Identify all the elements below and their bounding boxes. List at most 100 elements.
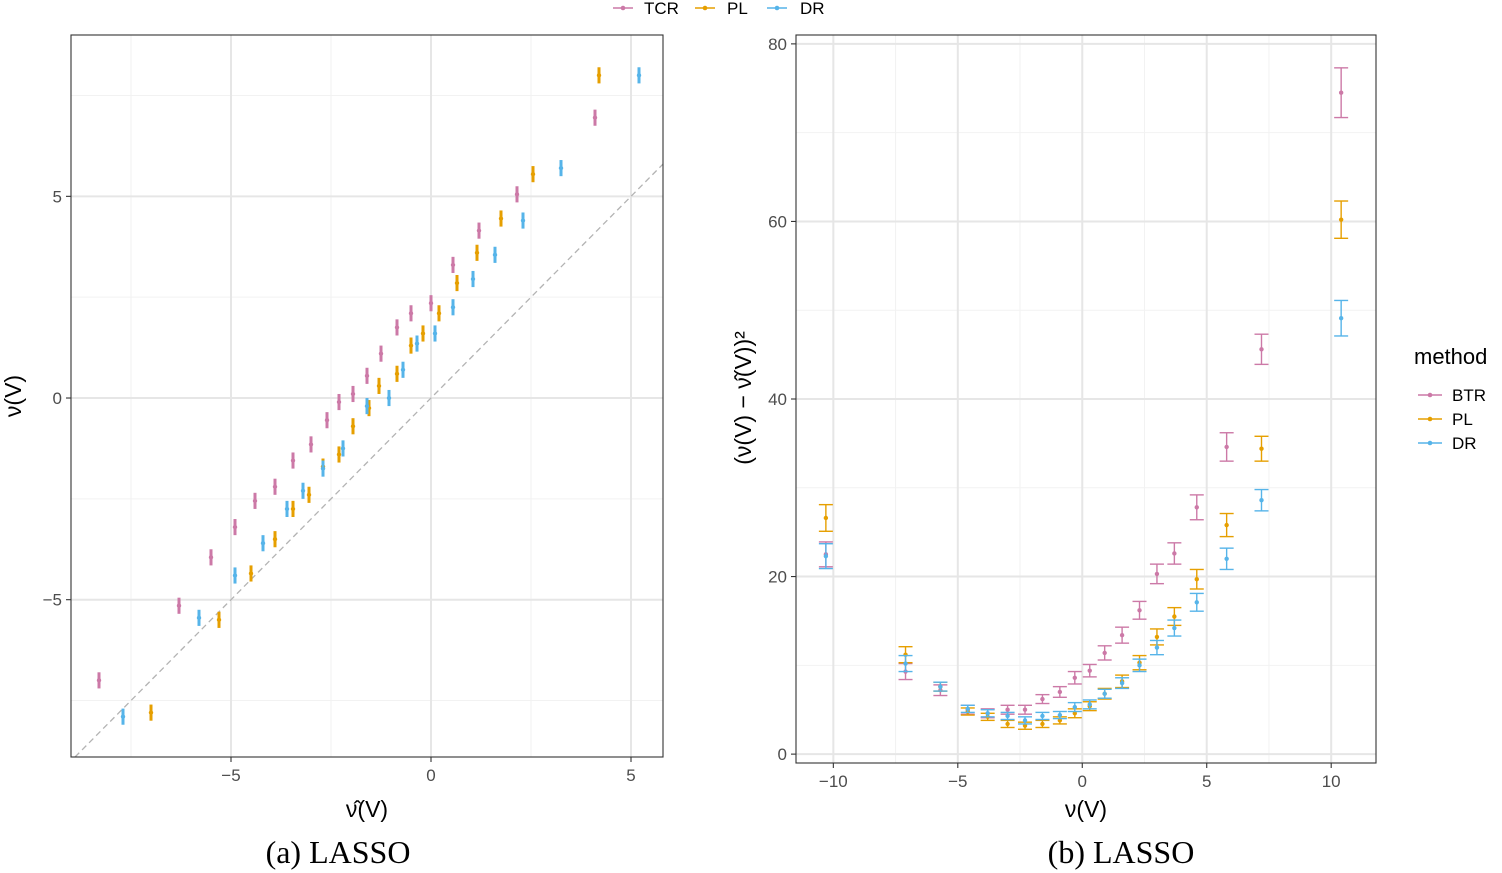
dr-point-dot xyxy=(1224,556,1229,562)
legend-label-tcr: TCR xyxy=(644,0,679,18)
panel-b-y-tick-label: 60 xyxy=(768,212,787,231)
panel-b-x-tick-label: 5 xyxy=(1202,772,1211,791)
pl-point xyxy=(596,67,602,84)
method-legend-title: method xyxy=(1414,344,1487,369)
tcr-point-dot xyxy=(272,484,278,489)
dr-point xyxy=(636,67,642,84)
legend-label-btr: BTR xyxy=(1452,386,1486,405)
panel-b-ticks: −10 −5 0 5 10 0 20 40 60 80 xyxy=(768,35,1341,791)
dr-point-dot xyxy=(1005,713,1010,719)
legend-key-pl-dot xyxy=(702,5,708,11)
dr-point xyxy=(260,535,266,552)
dr-point-dot xyxy=(414,341,420,346)
tcr-point xyxy=(476,222,482,239)
pl-point xyxy=(248,565,254,582)
top-legend-item-dr: DR xyxy=(767,0,825,18)
dr-point-dot xyxy=(1154,645,1160,650)
dr-point xyxy=(1067,701,1082,713)
panel-a-caption: (a) LASSO xyxy=(266,834,411,870)
pl-point-dot xyxy=(148,710,154,715)
pl-point-dot xyxy=(350,424,356,429)
panel-a-gridlines xyxy=(71,35,663,757)
dr-point xyxy=(232,567,238,584)
dr-point-dot xyxy=(1194,600,1199,605)
dr-point xyxy=(1219,547,1234,571)
tcr-point xyxy=(308,436,314,453)
pl-point xyxy=(290,500,296,518)
dr-point xyxy=(960,704,975,714)
method-legend: method BTR PL DR xyxy=(1414,344,1487,453)
pl-point-dot xyxy=(436,311,442,316)
pl-point xyxy=(1189,568,1204,590)
pl-point xyxy=(1000,719,1015,729)
dr-point xyxy=(120,708,126,725)
dr-point-dot xyxy=(965,706,970,712)
dr-point xyxy=(1149,639,1164,656)
pl-point xyxy=(350,418,356,435)
btr-point xyxy=(1132,600,1147,620)
dr-point-dot xyxy=(1022,718,1028,723)
btr-point-dot xyxy=(1022,707,1028,712)
tcr-point-dot xyxy=(208,555,214,560)
btr-point-dot xyxy=(1005,707,1010,712)
dr-point-dot xyxy=(432,331,438,336)
dr-point-dot xyxy=(120,714,126,719)
dr-point xyxy=(414,335,420,352)
tcr-point xyxy=(272,478,278,495)
dr-point xyxy=(1334,299,1349,337)
pl-point xyxy=(1334,200,1349,240)
dr-point xyxy=(818,543,833,570)
btr-point xyxy=(1097,645,1112,661)
pl-point-dot xyxy=(216,617,222,623)
dr-point xyxy=(386,389,392,407)
dr-point-dot xyxy=(1137,663,1142,668)
panel-a-background xyxy=(71,35,663,757)
tcr-point-dot xyxy=(308,442,314,447)
dr-point-dot xyxy=(520,218,526,223)
dr-point xyxy=(300,482,306,499)
dr-point-dot xyxy=(196,615,202,621)
pl-point xyxy=(148,704,154,721)
dr-point-dot xyxy=(1072,704,1077,710)
btr-point xyxy=(1082,663,1097,678)
dr-point-dot xyxy=(284,506,290,512)
btr-point-dot xyxy=(1259,347,1264,352)
dr-point xyxy=(980,709,995,718)
pl-point-dot xyxy=(1154,634,1160,640)
dr-point xyxy=(1254,488,1269,512)
tcr-point xyxy=(364,367,370,384)
pl-point-dot xyxy=(1172,614,1177,619)
panel-b-x-tick-label: −5 xyxy=(948,772,967,791)
dr-point-dot xyxy=(1057,712,1063,718)
pl-point-dot xyxy=(454,280,460,286)
btr-point xyxy=(1167,542,1182,565)
tcr-point-dot xyxy=(408,311,414,316)
dr-point-dot xyxy=(985,711,990,716)
pl-point-dot xyxy=(1194,577,1199,582)
tcr-point-dot xyxy=(476,228,482,233)
btr-point xyxy=(1115,626,1130,644)
btr-point xyxy=(1189,494,1204,521)
legend-key-btr-dot xyxy=(1427,392,1433,398)
panel-a-y-axis-title: ν(V) xyxy=(0,375,26,417)
btr-point-dot xyxy=(1102,650,1107,656)
panel-b-x-tick-label: 10 xyxy=(1322,772,1341,791)
btr-point xyxy=(1334,67,1349,119)
legend-key-pl-dot xyxy=(1427,416,1433,422)
tcr-point xyxy=(96,672,102,689)
panel-b-y-tick-label: 0 xyxy=(778,745,787,764)
dr-point xyxy=(1000,711,1015,721)
pl-point xyxy=(336,446,342,463)
dr-point xyxy=(933,681,948,692)
pl-point-dot xyxy=(306,492,312,498)
tcr-point xyxy=(408,305,414,322)
pl-point-dot xyxy=(474,250,480,256)
tcr-point-dot xyxy=(394,325,400,330)
dr-point xyxy=(1052,710,1067,720)
legend-key-tcr-dot xyxy=(620,5,626,11)
dr-point xyxy=(400,361,406,378)
panel-a-points xyxy=(96,67,642,725)
dr-point-dot xyxy=(364,403,370,409)
dr-point-dot xyxy=(400,367,406,372)
